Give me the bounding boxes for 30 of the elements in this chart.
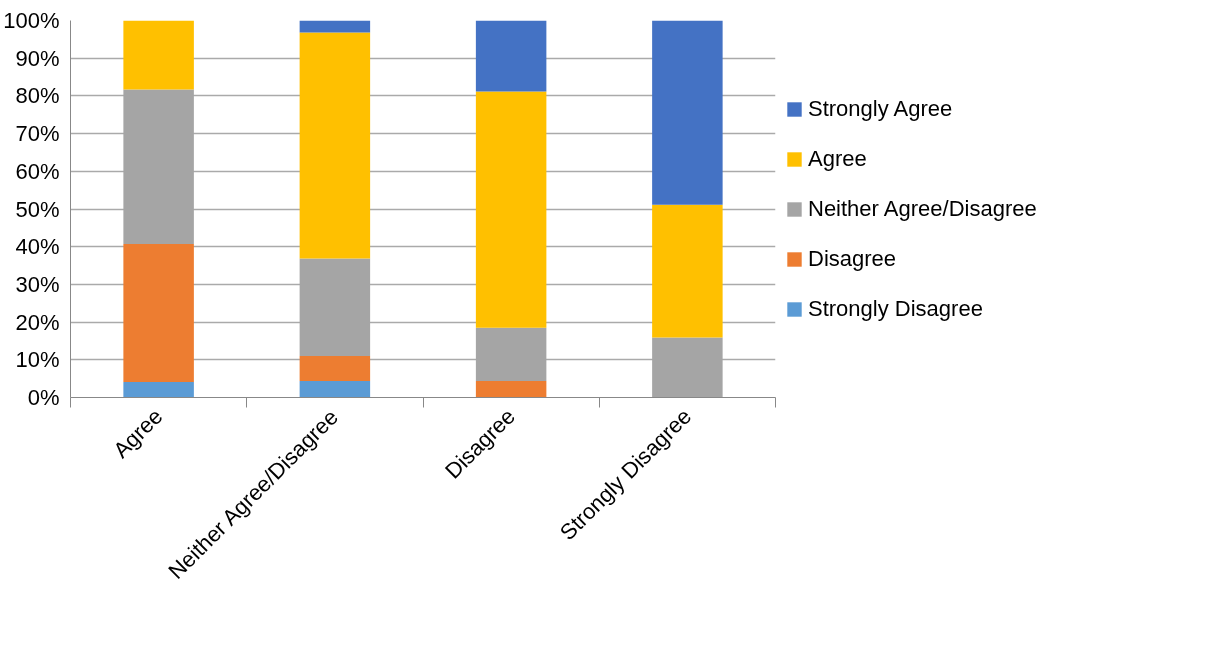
bar [652,20,723,205]
legend-label: Neither Agree/Disagree [808,195,1037,222]
bar [475,91,547,328]
bar [475,380,547,398]
y-tick-label: 90% [15,45,60,71]
legend-label: Strongly Agree [808,95,953,122]
bar [299,356,371,381]
y-tick-label: 20% [15,309,60,335]
y-tick-label: 30% [15,271,60,297]
y-tick-label: 100% [3,8,60,33]
y-tick-label: 80% [15,83,60,109]
y-tick-label: 50% [15,196,60,222]
y-tick-label: 10% [15,347,60,373]
y-tick-label: 60% [15,158,60,184]
legend-label: Disagree [808,245,897,272]
bar [123,244,194,383]
bar [123,20,194,90]
y-tick-label: 40% [15,234,60,260]
bar [299,20,371,33]
bar [475,20,547,92]
y-tick-label: 0% [27,385,60,410]
bar [299,32,371,259]
legend-label: Agree [808,145,867,172]
y-tick-label: 70% [15,121,60,147]
bar [299,380,371,398]
bar [123,382,194,398]
legend-label: Strongly Disagree [808,295,983,322]
bar [123,89,194,245]
bar [652,204,723,338]
bar [299,258,371,357]
